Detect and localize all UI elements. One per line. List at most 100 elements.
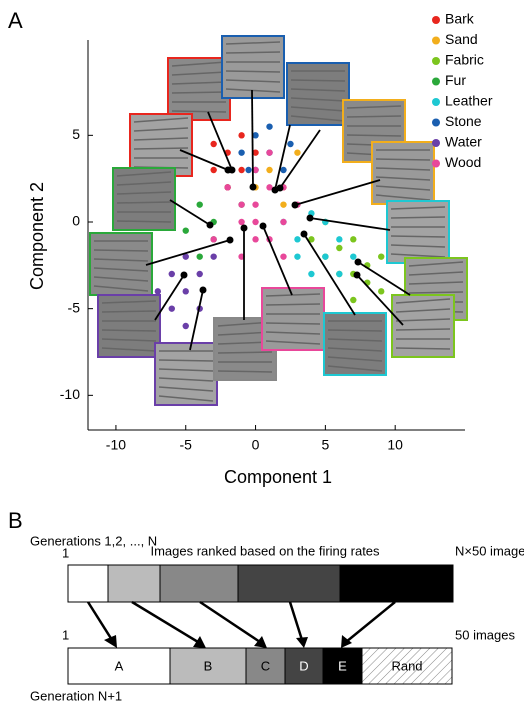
data-point — [266, 184, 273, 191]
texture-stroke — [408, 261, 464, 267]
data-point — [168, 305, 175, 312]
x-tick-label: -5 — [180, 437, 193, 453]
arrows — [86, 600, 396, 644]
texture-stroke — [101, 329, 157, 332]
x-tick-label: 10 — [387, 437, 403, 453]
texture-inset — [371, 141, 435, 205]
connector-dot — [276, 184, 284, 192]
data-point — [210, 236, 217, 243]
texture-inset — [261, 287, 325, 351]
connector — [279, 129, 321, 189]
data-point — [245, 166, 252, 174]
legend-marker — [432, 118, 440, 127]
texture-stroke — [158, 377, 214, 382]
bar-segment — [107, 564, 161, 603]
data-point — [182, 322, 189, 330]
texture-stroke — [116, 201, 172, 204]
y-tick-label: 0 — [72, 213, 80, 229]
texture-stroke — [265, 331, 321, 335]
texture-stroke — [408, 291, 464, 294]
connector — [262, 225, 293, 296]
texture-stroke — [133, 147, 189, 150]
data-point — [182, 227, 189, 234]
data-point — [238, 149, 245, 156]
texture-stroke — [116, 191, 172, 195]
legend-label: Fabric — [445, 52, 484, 68]
texture-stroke — [327, 338, 383, 342]
diagram-text: 50 images — [455, 627, 515, 642]
data-point — [252, 132, 259, 139]
texture-stroke — [171, 110, 227, 113]
texture-stroke — [390, 216, 446, 219]
arrow — [131, 600, 199, 644]
data-point — [252, 149, 259, 156]
connector-dot — [353, 271, 361, 279]
connector-dot — [300, 230, 308, 238]
data-point — [196, 270, 203, 278]
texture-stroke — [225, 70, 281, 73]
data-point — [294, 253, 301, 260]
legend-label: Stone — [445, 113, 482, 129]
data-point — [210, 253, 217, 260]
legend-label: Water — [445, 134, 482, 150]
connector — [179, 149, 229, 171]
data-point — [294, 236, 301, 243]
bar-segment — [67, 647, 171, 685]
texture-stroke — [395, 328, 451, 331]
ranked-bar — [67, 564, 454, 603]
data-point — [252, 166, 259, 174]
y-tick-label: -5 — [68, 299, 81, 315]
y-tick-label: -10 — [60, 386, 80, 402]
connector-dot — [249, 183, 257, 191]
texture-inset — [221, 35, 285, 99]
data-point — [210, 166, 217, 174]
texture-stroke — [390, 253, 446, 258]
texture-stroke — [375, 176, 431, 181]
data-point — [196, 253, 203, 260]
bar-segment — [159, 564, 239, 603]
texture-stroke — [133, 137, 189, 141]
connector-dot — [240, 224, 248, 232]
texture-stroke — [327, 347, 383, 352]
texture-stroke — [133, 127, 189, 132]
data-point — [308, 236, 315, 243]
texture-stroke — [171, 91, 227, 94]
connector-dot — [180, 271, 188, 279]
connector — [189, 289, 204, 351]
legend-label: Sand — [445, 31, 478, 47]
arrow — [288, 601, 304, 641]
arrowhead — [341, 635, 352, 648]
texture-stroke — [346, 105, 402, 109]
data-point — [308, 270, 315, 278]
texture-stroke — [346, 115, 402, 118]
texture-stroke — [93, 258, 149, 262]
connector — [154, 274, 185, 321]
texture-stroke — [158, 368, 214, 372]
connector-dot — [199, 286, 207, 294]
legend-label: Leather — [445, 93, 493, 109]
data-point — [336, 270, 343, 278]
data-point — [154, 288, 162, 295]
texture-stroke — [375, 158, 431, 161]
data-point — [378, 253, 385, 260]
texture-stroke — [395, 347, 451, 350]
texture-stroke — [327, 356, 383, 362]
texture-stroke — [290, 88, 346, 92]
arrowhead — [296, 637, 308, 648]
legend-marker — [432, 159, 440, 168]
data-point — [378, 288, 385, 295]
data-point — [280, 201, 287, 208]
arrowheads — [104, 635, 352, 648]
texture-inset — [89, 232, 153, 296]
data-point — [238, 166, 245, 174]
texture-inset — [129, 113, 193, 177]
data-point — [168, 270, 175, 278]
arrow — [345, 601, 396, 643]
connector — [356, 274, 404, 326]
texture-stroke — [93, 249, 149, 252]
x-tick-label: 0 — [252, 437, 260, 453]
legend-marker — [432, 16, 440, 24]
texture-stroke — [290, 97, 346, 102]
legend-marker — [432, 77, 440, 86]
connector-dot — [354, 258, 362, 266]
